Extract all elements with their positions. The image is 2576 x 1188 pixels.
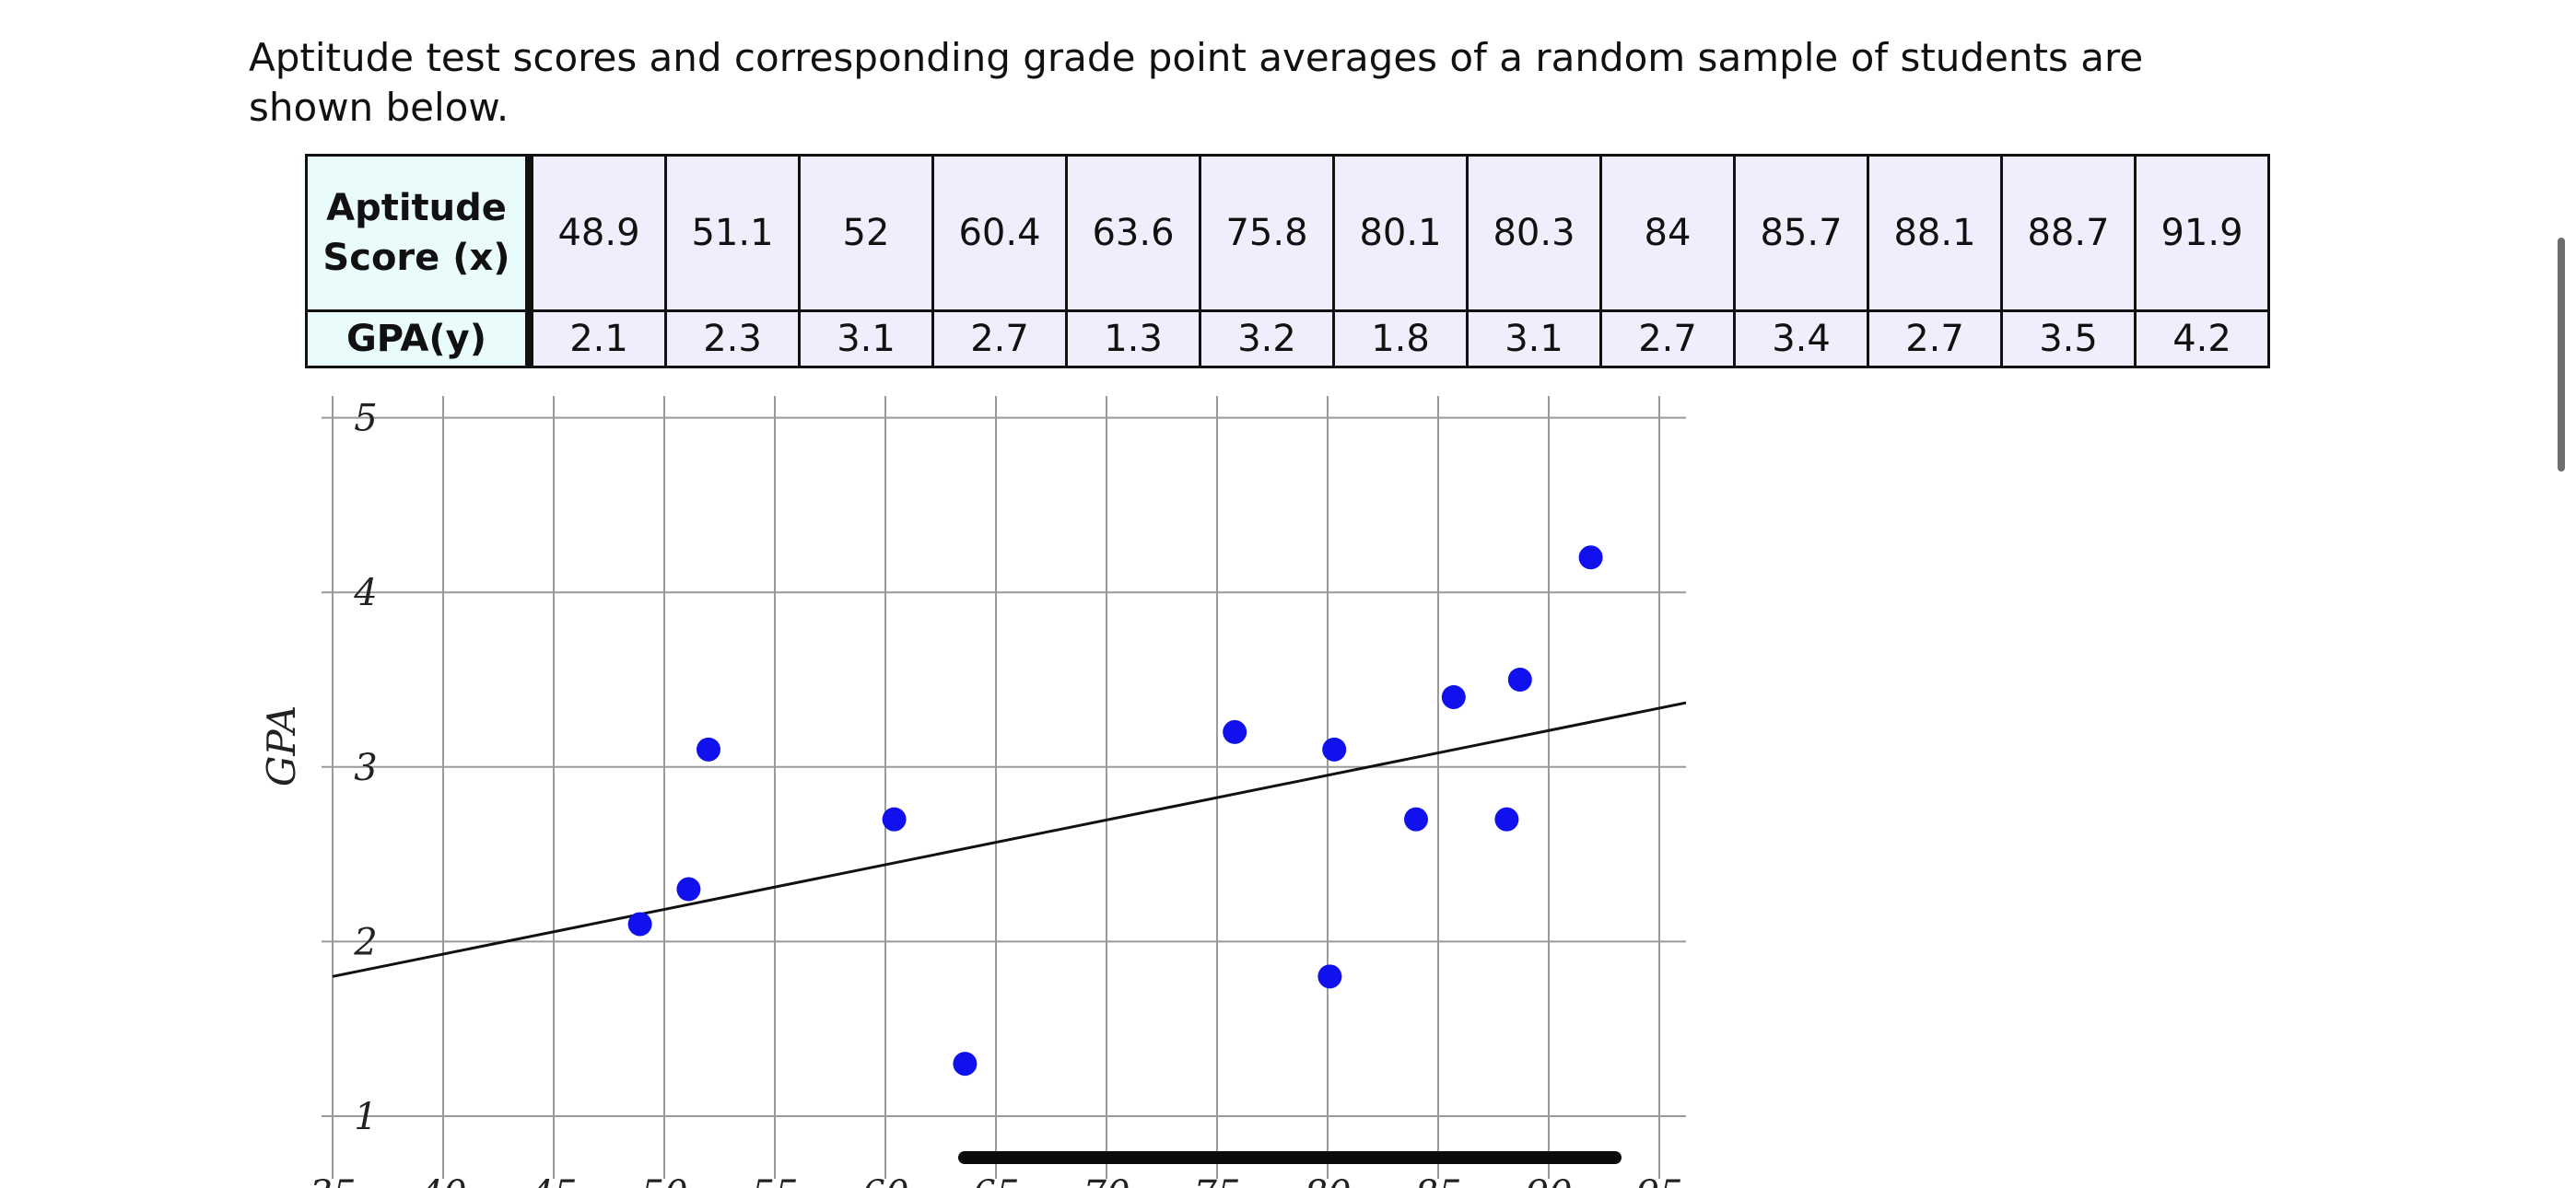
x-tick-label: 85: [1415, 1173, 1462, 1188]
aptitude-score-cell: 91.9: [2134, 154, 2270, 312]
vertical-scrollbar[interactable]: [2558, 238, 2565, 472]
data-point: [1322, 737, 1347, 762]
y-tick-label: 1: [354, 1096, 377, 1138]
data-point: [953, 1052, 978, 1077]
aptitude-score-cell: 75.8: [1199, 154, 1335, 312]
gpa-cell: 2.3: [664, 309, 801, 368]
data-point: [676, 877, 701, 902]
x-tick-label: 80: [1305, 1173, 1352, 1188]
gpa-cell: 3.5: [2000, 309, 2137, 368]
data-point: [1317, 964, 1342, 989]
grid-lines: [322, 396, 1686, 1179]
scatter-chart: 354045505560657075808590951012345 GPA: [259, 396, 1686, 1188]
aptitude-score-cell: 80.1: [1332, 154, 1469, 312]
y-axis-title: GPA: [259, 705, 304, 786]
gpa-cell: 1.8: [1332, 309, 1469, 368]
x-tick-label: 70: [1083, 1173, 1130, 1188]
aptitude-score-cell: 52: [798, 154, 934, 312]
data-point: [1441, 684, 1466, 709]
aptitude-score-cell: 88.1: [1867, 154, 2003, 312]
trend-line: [332, 701, 1686, 978]
gpa-header: GPA(y): [305, 309, 533, 368]
x-tick-label: 40: [419, 1173, 467, 1188]
aptitude-score-cell: 84: [1599, 154, 1736, 312]
x-tick-label: 60: [862, 1173, 909, 1188]
y-tick-label: 5: [354, 398, 377, 440]
data-point: [1578, 545, 1603, 570]
aptitude-score-cell: 88.7: [2000, 154, 2137, 312]
intro-text: Aptitude test scores and corresponding g…: [249, 35, 2144, 130]
x-tick-label: 65: [973, 1173, 1020, 1188]
y-tick-label: 2: [353, 921, 377, 963]
data-point: [627, 912, 652, 937]
gpa-cell: 1.3: [1065, 309, 1201, 368]
aptitude-score-cell: 63.6: [1065, 154, 1201, 312]
gpa-cell: 4.2: [2134, 309, 2270, 368]
x-tick-label: 95: [1636, 1173, 1683, 1188]
aptitude-score-cell: 85.7: [1733, 154, 1869, 312]
x-tick-label: 50: [641, 1173, 688, 1188]
aptitude-score-header: Aptitude Score (x): [305, 154, 533, 312]
gpa-cell: 3.2: [1199, 309, 1335, 368]
gpa-cell: 2.7: [1599, 309, 1736, 368]
aptitude-score-cell: 51.1: [664, 154, 801, 312]
gpa-cell: 2.7: [931, 309, 1068, 368]
y-tick-label: 3: [354, 747, 377, 789]
data-table: Aptitude Score (x) 48.9 51.1 52 60.4 63.6 75.…: [305, 154, 2270, 368]
x-tick-label: 45: [530, 1173, 578, 1188]
x-tick-label: 75: [1194, 1173, 1241, 1188]
data-point: [1507, 668, 1532, 692]
gpa-cell: 2.1: [528, 309, 667, 368]
gpa-cell: 3.1: [798, 309, 934, 368]
data-point: [697, 737, 720, 762]
x-tick-label: 90: [1526, 1173, 1573, 1188]
gpa-cell: 3.1: [1466, 309, 1602, 368]
data-point: [1404, 807, 1428, 832]
data-point: [1494, 807, 1519, 832]
tick-labels: 354045505560657075808590951012345: [310, 398, 1683, 1188]
data-points: [627, 545, 1603, 1077]
y-tick-label: 4: [353, 572, 377, 614]
data-point: [882, 807, 907, 832]
aptitude-score-cell: 48.9: [528, 154, 667, 312]
gpa-cell: 2.7: [1867, 309, 2003, 368]
aptitude-score-cell: 80.3: [1466, 154, 1602, 312]
data-point: [1223, 719, 1247, 744]
aptitude-score-cell: 60.4: [931, 154, 1068, 312]
trend-line-group: [332, 701, 1686, 978]
x-tick-label: 55: [752, 1173, 799, 1188]
aptitude-score-row: Aptitude Score (x) 48.9 51.1 52 60.4 63.6 75.…: [305, 154, 2270, 312]
horizontal-scroll-indicator[interactable]: [958, 1151, 1622, 1164]
x-tick-label: 35: [310, 1173, 357, 1188]
gpa-row: GPA(y) 2.1 2.3 3.1 2.7 1.3 3.2 1.8 3.1 2.7 3.4 2.7…: [305, 309, 2270, 368]
gpa-cell: 3.4: [1733, 309, 1869, 368]
